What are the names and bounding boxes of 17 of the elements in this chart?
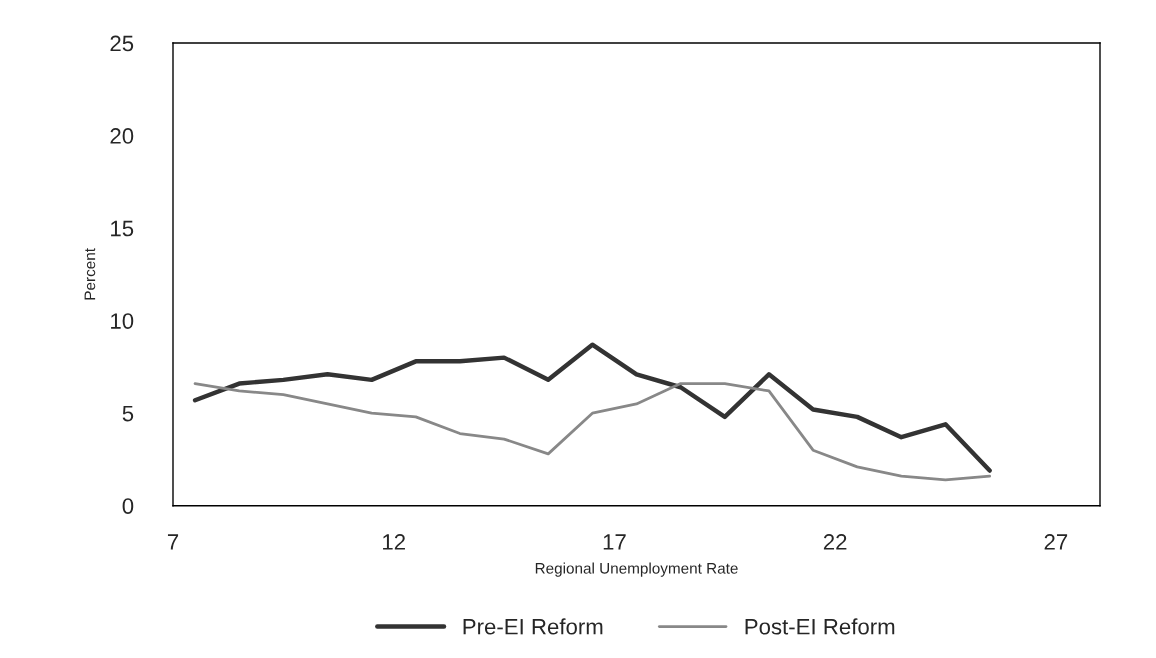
x-tick-label: 12 <box>383 534 405 550</box>
y-tick-label: 5 <box>122 405 134 422</box>
y-tick-label: 25 <box>110 35 134 52</box>
y-tick-label: 20 <box>110 128 134 144</box>
y-tick-label: 10 <box>111 313 134 329</box>
y-tick-label: 0 <box>122 498 134 514</box>
x-tick-label: 17 <box>603 534 626 550</box>
y-axis-title: Percent <box>84 248 96 300</box>
legend-label: Post-EI Reform <box>745 618 895 635</box>
legend-label: Pre-EI Reform <box>463 618 603 635</box>
x-axis-title: Regional Unemployment Rate <box>535 562 738 577</box>
line-series <box>192 342 992 473</box>
y-tick-label: 15 <box>111 220 134 237</box>
x-tick-label: 27 <box>1044 534 1068 550</box>
x-tick-label: 7 <box>167 534 179 550</box>
x-tick-label: 22 <box>823 534 847 550</box>
line-series <box>193 382 992 482</box>
